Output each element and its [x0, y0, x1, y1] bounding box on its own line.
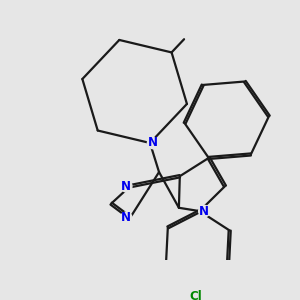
- Text: N: N: [121, 211, 131, 224]
- Circle shape: [147, 137, 159, 149]
- Text: N: N: [121, 180, 131, 193]
- Circle shape: [199, 206, 210, 217]
- Text: N: N: [148, 136, 158, 149]
- Circle shape: [121, 181, 132, 192]
- Text: Cl: Cl: [189, 290, 202, 300]
- Circle shape: [121, 212, 132, 224]
- Circle shape: [188, 289, 203, 300]
- Text: N: N: [199, 205, 209, 218]
